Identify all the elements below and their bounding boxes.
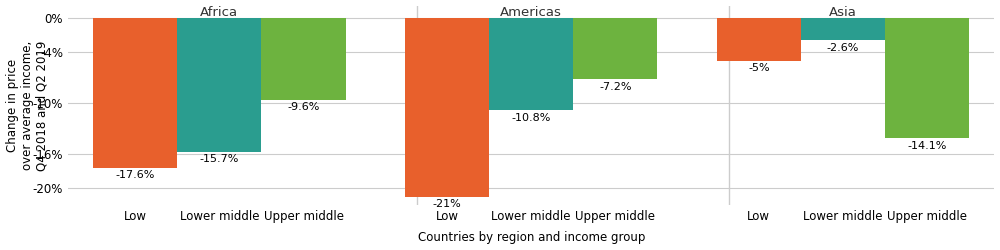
Text: -9.6%: -9.6% bbox=[287, 102, 320, 113]
Text: -17.6%: -17.6% bbox=[116, 170, 155, 180]
Text: -5%: -5% bbox=[748, 63, 770, 73]
Y-axis label: Change in price
over average income,
Q4 2018 and Q2 2019: Change in price over average income, Q4 … bbox=[6, 40, 49, 170]
Text: Asia: Asia bbox=[829, 6, 857, 20]
Text: -21%: -21% bbox=[433, 199, 461, 209]
X-axis label: Countries by region and income group: Countries by region and income group bbox=[418, 232, 645, 244]
Bar bbox=[801, 18, 885, 40]
Bar bbox=[573, 18, 657, 80]
Bar bbox=[489, 18, 573, 110]
Text: -14.1%: -14.1% bbox=[907, 141, 947, 151]
Bar bbox=[717, 18, 801, 61]
Text: -2.6%: -2.6% bbox=[827, 43, 859, 53]
Bar bbox=[261, 18, 346, 100]
Text: -7.2%: -7.2% bbox=[599, 82, 632, 92]
Text: -15.7%: -15.7% bbox=[200, 154, 239, 164]
Text: -10.8%: -10.8% bbox=[512, 113, 551, 123]
Bar bbox=[885, 18, 969, 138]
Bar bbox=[93, 18, 177, 168]
Bar bbox=[177, 18, 261, 152]
Bar bbox=[405, 18, 489, 197]
Text: Africa: Africa bbox=[200, 6, 238, 20]
Text: Americas: Americas bbox=[500, 6, 562, 20]
